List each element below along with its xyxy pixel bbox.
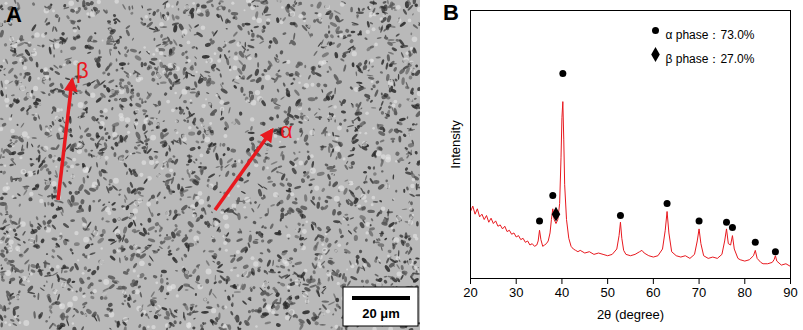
svg-text:β phase：27.0%: β phase：27.0%: [666, 52, 755, 66]
svg-text:90: 90: [783, 285, 797, 300]
svg-text:2θ (degree): 2θ (degree): [597, 307, 664, 322]
svg-text:20: 20: [463, 285, 477, 300]
svg-text:α phase：73.0%: α phase：73.0%: [666, 28, 755, 42]
svg-text:50: 50: [600, 285, 614, 300]
svg-text:70: 70: [692, 285, 706, 300]
svg-text:60: 60: [646, 285, 660, 300]
html-text:B: B: [443, 0, 459, 25]
svg-text:40: 40: [555, 285, 569, 300]
svg-text:20 μm: 20 μm: [362, 306, 400, 321]
svg-text:Intensity: Intensity: [448, 120, 463, 169]
svg-text:80: 80: [738, 285, 752, 300]
svg-text:β: β: [76, 58, 89, 83]
svg-text:α: α: [280, 118, 293, 143]
svg-text:30: 30: [509, 285, 523, 300]
svg-text:A: A: [6, 2, 22, 27]
